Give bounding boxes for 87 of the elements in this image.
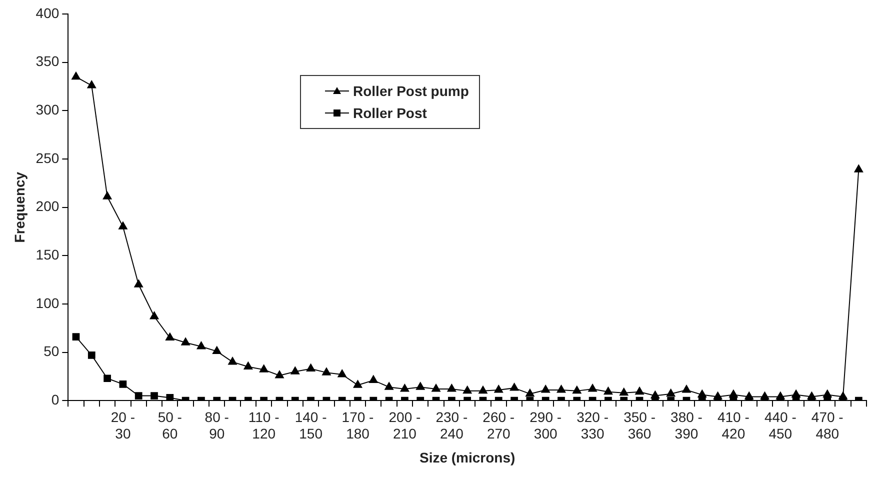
point bbox=[650, 390, 660, 399]
point bbox=[134, 280, 143, 288]
point bbox=[494, 384, 504, 393]
point bbox=[119, 380, 127, 388]
point bbox=[166, 394, 174, 401]
point bbox=[776, 392, 785, 400]
point bbox=[181, 338, 190, 346]
x-tick-label: 290 - 300 bbox=[530, 408, 562, 442]
x-tick-label: 80 - 90 bbox=[204, 408, 230, 442]
point bbox=[572, 386, 582, 394]
point bbox=[744, 392, 754, 400]
y-tick-label: 0 bbox=[51, 391, 60, 408]
point bbox=[635, 386, 644, 395]
point bbox=[275, 370, 284, 378]
point bbox=[526, 388, 534, 397]
point bbox=[72, 333, 80, 340]
x-tick-label: 440 - 450 bbox=[764, 408, 797, 442]
y-tick-label: 300 bbox=[36, 102, 60, 118]
x-tick-label: 380 - 390 bbox=[670, 408, 703, 442]
y-tick-label: 400 bbox=[36, 4, 60, 21]
y-tick-label: 150 bbox=[36, 246, 60, 262]
x-tick-label: 470 - 480 bbox=[811, 408, 844, 442]
point bbox=[729, 390, 738, 398]
point bbox=[87, 80, 96, 88]
point bbox=[196, 341, 206, 350]
point bbox=[338, 370, 346, 378]
x-tick-label: 260 - 270 bbox=[482, 408, 515, 442]
point bbox=[72, 72, 80, 80]
y-tick-label: 250 bbox=[36, 150, 60, 166]
y-tick-label: 200 bbox=[36, 198, 60, 214]
point bbox=[290, 366, 300, 374]
point bbox=[150, 392, 158, 400]
point bbox=[698, 390, 707, 398]
point bbox=[102, 192, 112, 200]
point bbox=[353, 380, 362, 388]
y-tick-label: 350 bbox=[36, 53, 60, 70]
x-tick-label: 350 - 360 bbox=[624, 408, 656, 442]
point bbox=[854, 164, 864, 172]
point bbox=[588, 384, 597, 392]
legend-label: Roller Post bbox=[353, 104, 427, 123]
x-tick-label: 320 - 330 bbox=[576, 408, 609, 442]
y-tick-label: 50 bbox=[44, 343, 60, 360]
x-tick-label: 230 - 240 bbox=[436, 408, 468, 442]
point bbox=[682, 384, 691, 393]
point bbox=[384, 382, 394, 390]
legend-label: Roller Post pump bbox=[353, 82, 469, 101]
point bbox=[306, 364, 316, 372]
point bbox=[118, 222, 128, 230]
y-tick-label: 100 bbox=[36, 294, 60, 311]
point bbox=[104, 374, 111, 382]
point bbox=[416, 382, 425, 390]
point bbox=[322, 368, 331, 376]
x-tick-label: 200 - 210 bbox=[388, 408, 421, 442]
point bbox=[838, 392, 848, 400]
point bbox=[212, 346, 222, 354]
point bbox=[259, 364, 268, 372]
x-axis-title: Size (microns) bbox=[419, 449, 516, 466]
x-tick-label: 170 - 180 bbox=[342, 408, 374, 442]
point bbox=[400, 384, 410, 392]
point bbox=[462, 386, 472, 394]
x-tick-label: 110 - 120 bbox=[248, 408, 280, 442]
x-tick-label: 50 - 60 bbox=[158, 408, 182, 442]
point bbox=[666, 388, 676, 397]
point bbox=[244, 362, 253, 370]
point bbox=[760, 392, 770, 400]
x-tick-label: 140 - 150 bbox=[294, 408, 328, 442]
point bbox=[604, 386, 613, 395]
y-axis-title: Frequency bbox=[11, 172, 28, 243]
point bbox=[807, 392, 816, 400]
point bbox=[510, 383, 519, 391]
point bbox=[432, 384, 440, 392]
point bbox=[228, 356, 237, 365]
point bbox=[369, 375, 378, 384]
point bbox=[478, 386, 488, 394]
point bbox=[166, 332, 174, 341]
point bbox=[713, 392, 722, 400]
point bbox=[88, 351, 96, 359]
point bbox=[150, 312, 159, 320]
point bbox=[619, 388, 628, 396]
x-tick-label: 410 - 420 bbox=[717, 408, 750, 442]
point bbox=[792, 390, 800, 398]
point bbox=[822, 390, 832, 398]
point bbox=[134, 392, 142, 400]
point bbox=[556, 384, 566, 393]
x-tick-label: 20 - 30 bbox=[110, 408, 136, 442]
point bbox=[447, 384, 456, 392]
point bbox=[541, 384, 550, 393]
